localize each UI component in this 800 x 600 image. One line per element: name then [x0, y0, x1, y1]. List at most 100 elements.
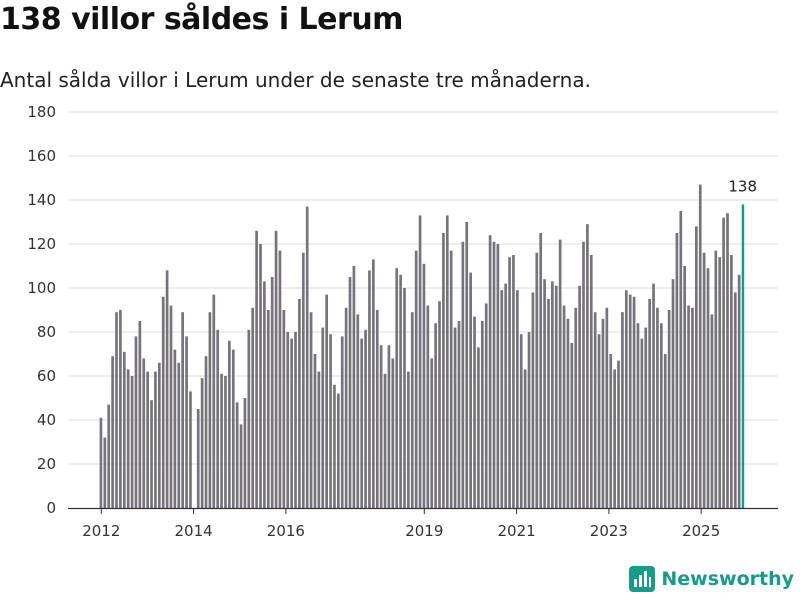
bar	[656, 307, 659, 508]
bar	[480, 321, 484, 508]
bar	[632, 296, 636, 508]
bar	[659, 323, 663, 508]
bar	[247, 329, 251, 508]
bar	[562, 305, 566, 508]
bar	[679, 211, 683, 508]
bar	[438, 301, 441, 508]
x-tick-label: 2016	[267, 522, 305, 540]
bar	[231, 349, 235, 508]
bar	[496, 244, 500, 508]
bar	[586, 224, 589, 508]
bar	[733, 292, 737, 508]
bar	[687, 305, 690, 508]
bar	[515, 290, 519, 508]
bar	[154, 371, 157, 508]
bar	[146, 371, 149, 508]
bar	[399, 274, 402, 508]
bar	[702, 252, 706, 508]
bars	[99, 184, 745, 509]
bar	[535, 252, 539, 508]
bar	[488, 235, 492, 508]
bar	[115, 312, 118, 508]
y-tick-label: 180	[27, 103, 56, 121]
bar	[375, 310, 379, 508]
bar	[492, 241, 496, 509]
bar	[726, 213, 729, 508]
bar	[352, 266, 356, 508]
bar	[710, 314, 714, 508]
bar	[691, 307, 694, 508]
bar	[667, 310, 671, 508]
x-tick-label: 2023	[590, 522, 628, 540]
bar	[465, 222, 469, 508]
bar	[255, 230, 258, 509]
bar	[263, 281, 266, 508]
y-tick-label: 100	[27, 279, 56, 297]
bar	[356, 314, 360, 508]
bar-highlight	[741, 204, 745, 508]
bar	[663, 354, 667, 508]
bar	[251, 307, 255, 508]
bar	[410, 312, 414, 508]
x-tick-label: 2021	[497, 522, 535, 540]
bar	[624, 290, 628, 508]
bar	[333, 384, 336, 508]
bar	[722, 217, 725, 508]
bar	[504, 283, 508, 508]
bar	[484, 303, 488, 508]
bar	[597, 334, 601, 508]
x-tick-label: 2012	[82, 522, 120, 540]
bar	[216, 329, 220, 508]
y-tick-label: 0	[46, 499, 56, 517]
y-tick-label: 60	[37, 367, 56, 385]
data-labels: 138	[728, 177, 757, 195]
bar	[589, 255, 593, 508]
bar	[605, 307, 609, 508]
bar	[601, 318, 605, 508]
bar	[274, 230, 278, 509]
bar	[313, 354, 317, 508]
bar	[613, 369, 616, 508]
bar	[122, 351, 126, 508]
bar	[730, 255, 733, 508]
y-tick-label: 160	[27, 147, 56, 165]
bar	[142, 358, 146, 508]
bar	[418, 215, 422, 508]
bar	[224, 376, 227, 508]
bar	[344, 307, 348, 508]
bar	[196, 409, 200, 508]
last-value-label: 138	[728, 177, 757, 195]
bar	[648, 299, 652, 508]
bar	[473, 316, 476, 508]
bar	[189, 391, 192, 508]
bar	[336, 393, 340, 508]
bar	[671, 279, 675, 508]
bar	[372, 259, 375, 508]
bar	[407, 371, 410, 508]
bar	[652, 283, 655, 508]
bar	[539, 233, 543, 508]
bar	[617, 360, 620, 508]
newsworthy-logo-icon	[629, 566, 656, 592]
bar	[391, 358, 395, 508]
bar	[340, 336, 344, 508]
bar	[449, 250, 453, 508]
chart-subtitle: Antal sålda villor i Lerum under de sena…	[0, 68, 591, 92]
bar	[111, 356, 114, 508]
bar	[609, 354, 613, 508]
y-axis-ticks: 0 20 40 60 80 100 120 140 160 180	[27, 103, 56, 517]
bar	[266, 310, 270, 508]
bar	[695, 226, 698, 508]
bar	[228, 340, 231, 508]
brand-logo[interactable]: Newsworthy	[629, 564, 794, 594]
bar	[305, 206, 309, 508]
bar	[547, 299, 550, 508]
bar	[426, 305, 430, 508]
bar	[387, 345, 391, 508]
bar	[150, 400, 153, 508]
bar	[294, 332, 297, 508]
bar	[200, 378, 204, 508]
bar	[383, 373, 387, 508]
bar	[107, 404, 111, 508]
